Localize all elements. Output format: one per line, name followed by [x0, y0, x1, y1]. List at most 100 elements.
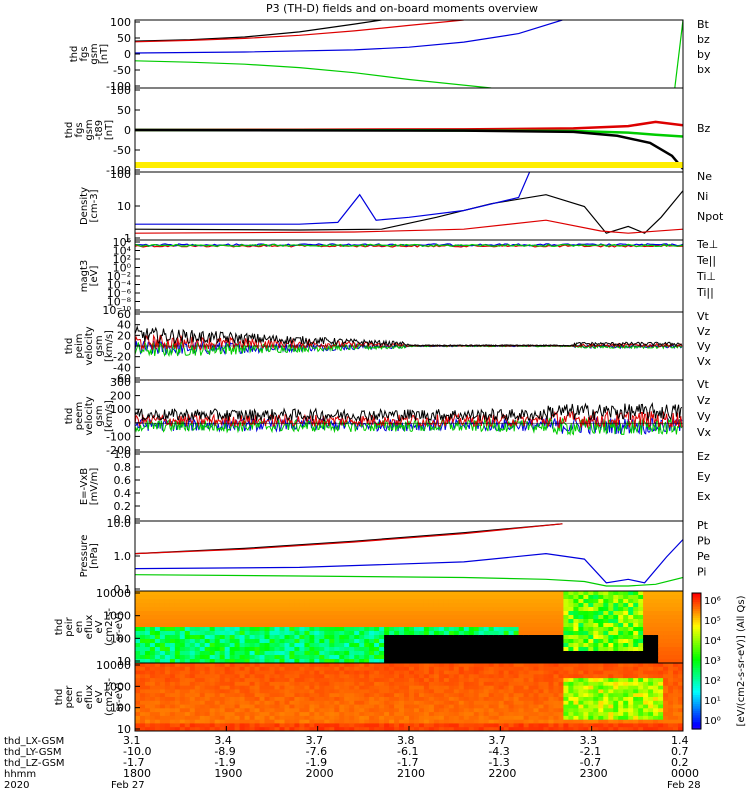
spectrogram-cell — [374, 639, 380, 644]
spectrogram-cell — [169, 591, 176, 596]
spectrogram-cell — [279, 685, 286, 691]
spectrogram-cell — [364, 631, 370, 636]
spectrogram-cell — [653, 643, 659, 648]
spectrogram-cell — [588, 643, 594, 648]
spectrogram-cell — [309, 631, 315, 636]
colorbar-cell — [692, 710, 701, 714]
spectrogram-cell — [174, 681, 181, 687]
spectrogram-cell — [419, 655, 425, 660]
spectrogram-cell — [613, 715, 619, 721]
spectrogram-cell — [443, 615, 450, 620]
spectrogram-cell — [643, 619, 649, 624]
spectrogram-cell — [319, 681, 325, 687]
spectrogram-cell — [164, 678, 171, 683]
spectrogram-cell — [553, 670, 560, 675]
spectrogram-cell — [498, 643, 505, 648]
spectrogram-cell — [473, 639, 480, 644]
legend-entry: Ey — [697, 470, 711, 483]
spectrogram-cell — [528, 670, 535, 675]
spectrogram-cell — [339, 681, 345, 687]
spectrogram-cell — [169, 595, 176, 600]
spectrogram-cell — [304, 639, 310, 644]
spectrogram-cell — [518, 704, 525, 709]
spectrogram-cell — [354, 635, 360, 640]
spectrogram-cell — [633, 659, 639, 663]
spectrogram-cell — [638, 723, 644, 728]
spectrogram-cell — [538, 704, 545, 709]
spectrogram-cell — [289, 666, 295, 672]
spectrogram-cell — [483, 599, 490, 604]
y-tick-label: 10 — [117, 200, 131, 213]
spectrogram-cell — [329, 693, 335, 698]
spectrogram-cell — [588, 719, 594, 725]
spectrogram-cell — [169, 631, 176, 636]
spectrogram-cell — [493, 697, 500, 702]
spectrogram-cell — [374, 685, 380, 691]
spectrogram-cell — [309, 627, 315, 632]
spectrogram-cell — [498, 693, 505, 698]
spectrogram-cell — [309, 670, 315, 675]
spectrogram-cell — [339, 607, 345, 612]
spectrogram-cell — [419, 591, 425, 596]
spectrogram-cell — [394, 712, 400, 717]
spectrogram-cell — [284, 674, 291, 679]
spectrogram-cell — [224, 700, 231, 706]
spectrogram-cell — [478, 603, 485, 608]
spectrogram-cell — [508, 643, 515, 648]
spectrogram-cell — [324, 607, 330, 612]
spectrogram-cell — [423, 685, 430, 691]
spectrogram-cell — [334, 655, 340, 660]
spectrogram-cell — [468, 651, 475, 656]
spectrogram-cell — [229, 685, 236, 691]
spectrogram-cell — [523, 603, 530, 608]
spectrogram-cell — [423, 651, 430, 656]
spectrogram-cell — [254, 697, 261, 702]
spectrogram-cell — [568, 689, 574, 694]
spectrogram-cell — [174, 700, 181, 706]
spectrogram-cell — [404, 727, 410, 731]
spectrogram-cell — [204, 635, 211, 640]
spectrogram-cell — [404, 693, 410, 698]
spectrogram-cell — [219, 666, 226, 672]
spectrogram-cell — [528, 591, 535, 596]
spectrogram-cell — [433, 591, 440, 596]
spectrogram-cell — [548, 639, 555, 644]
spectrogram-cell — [199, 663, 206, 668]
spectrogram-cell — [598, 697, 604, 702]
spectrogram-cell — [663, 697, 669, 702]
spectrogram-cell — [658, 615, 664, 620]
spectrogram-cell — [613, 607, 619, 612]
spectrogram-cell — [518, 639, 525, 644]
spectrogram-cell — [364, 595, 370, 600]
spectrogram-cell — [254, 723, 261, 728]
spectrogram-cell — [598, 643, 604, 648]
spectrogram-cell — [643, 727, 649, 731]
spectrogram-cell — [563, 715, 569, 721]
spectrogram-cell — [169, 704, 176, 709]
spectrogram-cell — [483, 663, 490, 668]
spectrogram-cell — [493, 595, 500, 600]
spectrogram-cell — [503, 635, 510, 640]
spectrogram-cell — [443, 651, 450, 656]
spectrogram-cell — [573, 719, 579, 725]
spectrogram-cell — [443, 607, 450, 612]
spectrogram-cell — [528, 595, 535, 600]
spectrogram-cell — [354, 708, 360, 713]
spectrogram-cell — [364, 663, 370, 668]
spectrogram-cell — [319, 674, 325, 679]
spectrogram-cell — [518, 666, 525, 672]
spectrogram-cell — [488, 674, 495, 679]
spectrogram-cell — [289, 643, 295, 648]
spectrogram-cell — [668, 655, 674, 660]
spectrogram-cell — [254, 603, 261, 608]
spectrogram-cell — [668, 603, 674, 608]
spectrogram-cell — [379, 685, 385, 691]
spectrogram-cell — [508, 700, 515, 706]
spectrogram-cell — [349, 700, 355, 706]
spectrogram-cell — [399, 681, 405, 687]
spectrogram-cell — [628, 697, 634, 702]
spectrogram-cell — [638, 615, 644, 620]
spectrogram-cell — [513, 697, 520, 702]
spectrogram-cell — [309, 615, 315, 620]
